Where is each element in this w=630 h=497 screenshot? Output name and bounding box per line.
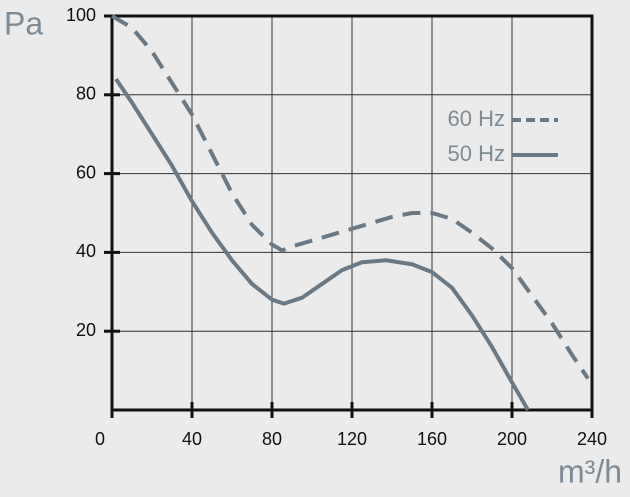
x-tick-label: 160 [417, 429, 447, 449]
x-axis-label: m³/h [558, 453, 622, 489]
y-axis-label: Pa [4, 5, 43, 41]
y-tick-label: 80 [76, 84, 96, 104]
x-tick-label: 200 [497, 429, 527, 449]
x-tick-label: 40 [182, 429, 202, 449]
y-tick-label: 40 [76, 241, 96, 261]
x-tick-label: 240 [577, 429, 607, 449]
series-line [110, 14, 590, 380]
x-tick-label: 0 [95, 429, 105, 449]
y-tick-label: 100 [66, 5, 96, 25]
x-tick-label: 120 [337, 429, 367, 449]
series-line [114, 77, 530, 412]
x-tick-label: 80 [262, 429, 282, 449]
y-tick-label: 60 [76, 162, 96, 182]
plot-frame [110, 14, 594, 412]
legend-label: 50 Hz [448, 141, 505, 166]
legend-label: 60 Hz [448, 106, 505, 131]
y-tick-label: 20 [76, 320, 96, 340]
